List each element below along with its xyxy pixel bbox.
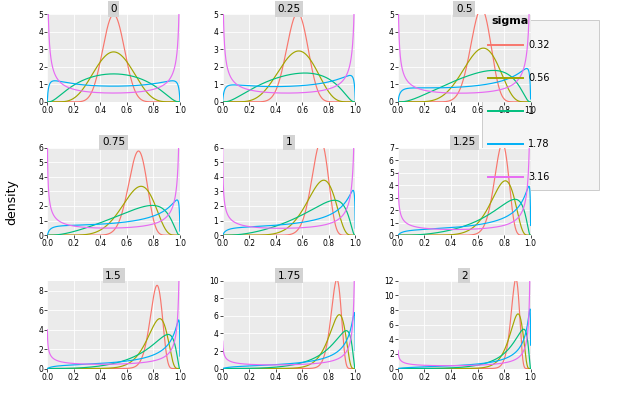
Text: density: density xyxy=(5,179,18,226)
Text: 1: 1 xyxy=(528,106,534,116)
Title: 2: 2 xyxy=(461,271,467,281)
Text: 3.16: 3.16 xyxy=(528,173,549,182)
Title: 0.25: 0.25 xyxy=(277,4,301,14)
Text: 1.78: 1.78 xyxy=(528,139,549,149)
Title: 1: 1 xyxy=(285,137,292,147)
Text: sigma: sigma xyxy=(491,16,529,26)
Text: 0.56: 0.56 xyxy=(528,73,549,83)
Title: 1.5: 1.5 xyxy=(105,271,122,281)
Title: 0: 0 xyxy=(110,4,117,14)
Title: 1.25: 1.25 xyxy=(453,137,476,147)
Title: 0.75: 0.75 xyxy=(102,137,125,147)
Title: 0.5: 0.5 xyxy=(456,4,472,14)
Title: 1.75: 1.75 xyxy=(277,271,301,281)
Text: 0.32: 0.32 xyxy=(528,40,549,49)
